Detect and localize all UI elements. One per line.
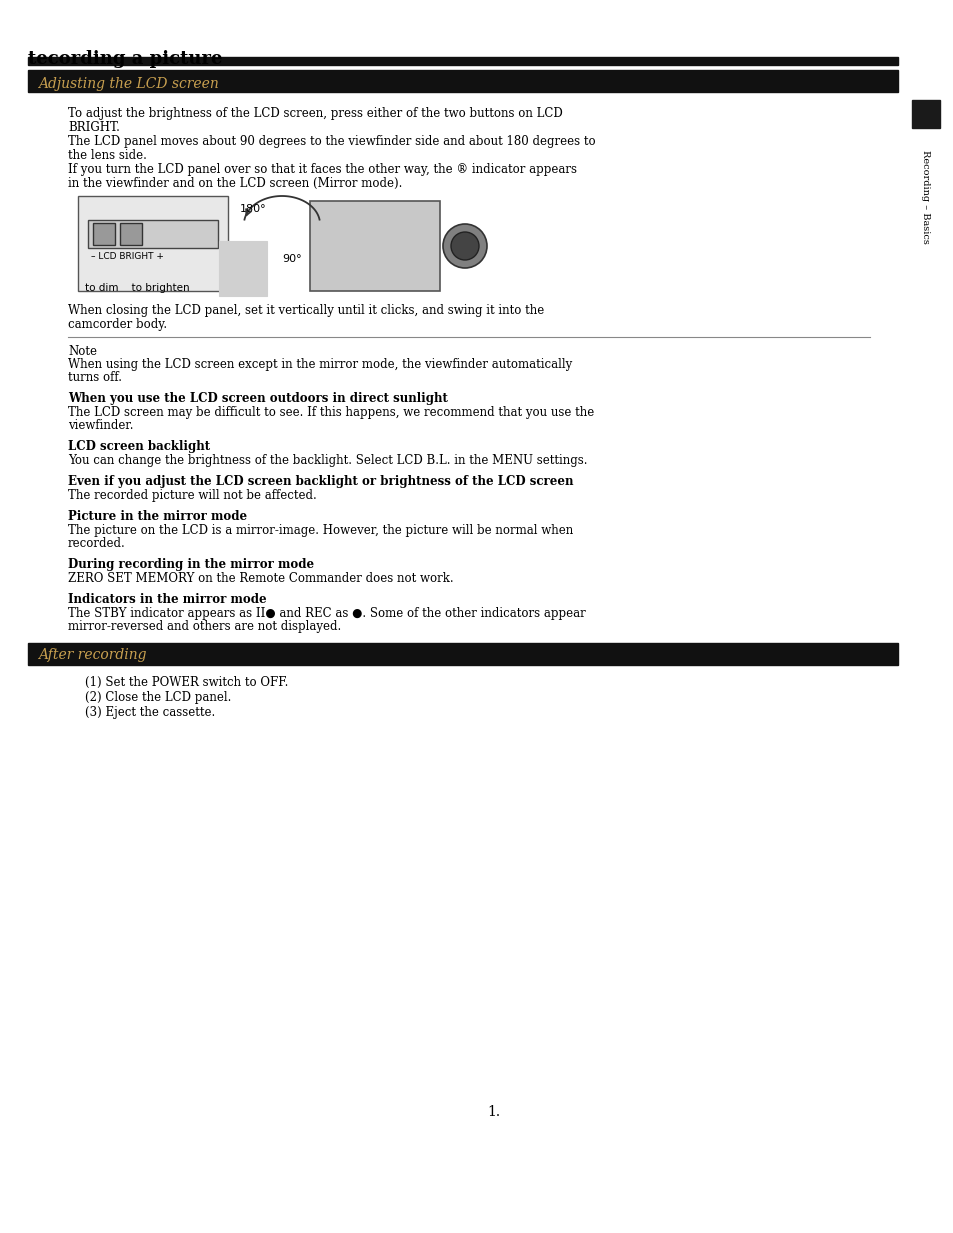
Text: Indicators in the mirror mode: Indicators in the mirror mode (68, 593, 266, 605)
Text: Adjusting the LCD screen: Adjusting the LCD screen (38, 76, 218, 91)
Circle shape (442, 224, 486, 268)
Text: Even if you adjust the LCD screen backlight or brightness of the LCD screen: Even if you adjust the LCD screen backli… (68, 475, 573, 488)
Text: If you turn the LCD panel over so that it faces the other way, the ® indicator a: If you turn the LCD panel over so that i… (68, 163, 577, 176)
Bar (78, 196, 228, 291)
Text: BRIGHT.: BRIGHT. (68, 121, 120, 134)
Bar (28, 57, 897, 65)
Text: The picture on the LCD is a mirror-image. However, the picture will be normal wh: The picture on the LCD is a mirror-image… (68, 524, 573, 538)
Text: – LCD BRIGHT +: – LCD BRIGHT + (91, 252, 164, 261)
Bar (92, 223, 115, 245)
Text: 180°: 180° (240, 203, 266, 215)
Text: During recording in the mirror mode: During recording in the mirror mode (68, 559, 314, 571)
Text: The LCD panel moves about 90 degrees to the viewfinder side and about 180 degree: The LCD panel moves about 90 degrees to … (68, 134, 595, 148)
Bar (911, 100, 939, 128)
Text: recorded.: recorded. (68, 538, 126, 550)
Text: Note: Note (68, 345, 97, 358)
Text: 1.: 1. (486, 1105, 499, 1120)
Bar (120, 223, 142, 245)
Text: to dim    to brighten: to dim to brighten (85, 284, 190, 293)
FancyArrow shape (219, 240, 267, 296)
Text: camcorder body.: camcorder body. (68, 318, 167, 330)
Text: The STBY indicator appears as II● and REC as ●. Some of the other indicators app: The STBY indicator appears as II● and RE… (68, 607, 585, 620)
Text: tecording a picture: tecording a picture (28, 51, 222, 68)
Text: 90°: 90° (282, 254, 301, 264)
Bar (28, 642, 897, 665)
Text: When closing the LCD panel, set it vertically until it clicks, and swing it into: When closing the LCD panel, set it verti… (68, 305, 543, 317)
Text: turns off.: turns off. (68, 371, 122, 383)
Text: in the viewfinder and on the LCD screen (Mirror mode).: in the viewfinder and on the LCD screen … (68, 178, 402, 190)
Text: the lens side.: the lens side. (68, 149, 147, 162)
Text: (2) Close the LCD panel.: (2) Close the LCD panel. (85, 690, 232, 704)
Circle shape (451, 232, 478, 260)
Text: Recording – Basics: Recording – Basics (921, 150, 929, 244)
Text: After recording: After recording (38, 649, 147, 662)
Text: To adjust the brightness of the LCD screen, press either of the two buttons on L: To adjust the brightness of the LCD scre… (68, 107, 562, 120)
Text: When using the LCD screen except in the mirror mode, the viewfinder automaticall: When using the LCD screen except in the … (68, 358, 572, 371)
Text: When you use the LCD screen outdoors in direct sunlight: When you use the LCD screen outdoors in … (68, 392, 447, 404)
Text: Picture in the mirror mode: Picture in the mirror mode (68, 510, 247, 523)
Text: viewfinder.: viewfinder. (68, 419, 133, 432)
Bar (28, 70, 897, 92)
Bar (88, 219, 218, 248)
Text: (1) Set the POWER switch to OFF.: (1) Set the POWER switch to OFF. (85, 676, 288, 689)
Text: The recorded picture will not be affected.: The recorded picture will not be affecte… (68, 490, 316, 502)
Text: ZERO SET MEMORY on the Remote Commander does not work.: ZERO SET MEMORY on the Remote Commander … (68, 572, 453, 584)
Text: You can change the brightness of the backlight. Select LCD B.L. in the MENU sett: You can change the brightness of the bac… (68, 454, 587, 467)
Bar (310, 201, 439, 291)
Text: (3) Eject the cassette.: (3) Eject the cassette. (85, 707, 215, 719)
Text: mirror-reversed and others are not displayed.: mirror-reversed and others are not displ… (68, 620, 341, 633)
Text: LCD screen backlight: LCD screen backlight (68, 440, 210, 453)
Text: The LCD screen may be difficult to see. If this happens, we recommend that you u: The LCD screen may be difficult to see. … (68, 406, 594, 419)
